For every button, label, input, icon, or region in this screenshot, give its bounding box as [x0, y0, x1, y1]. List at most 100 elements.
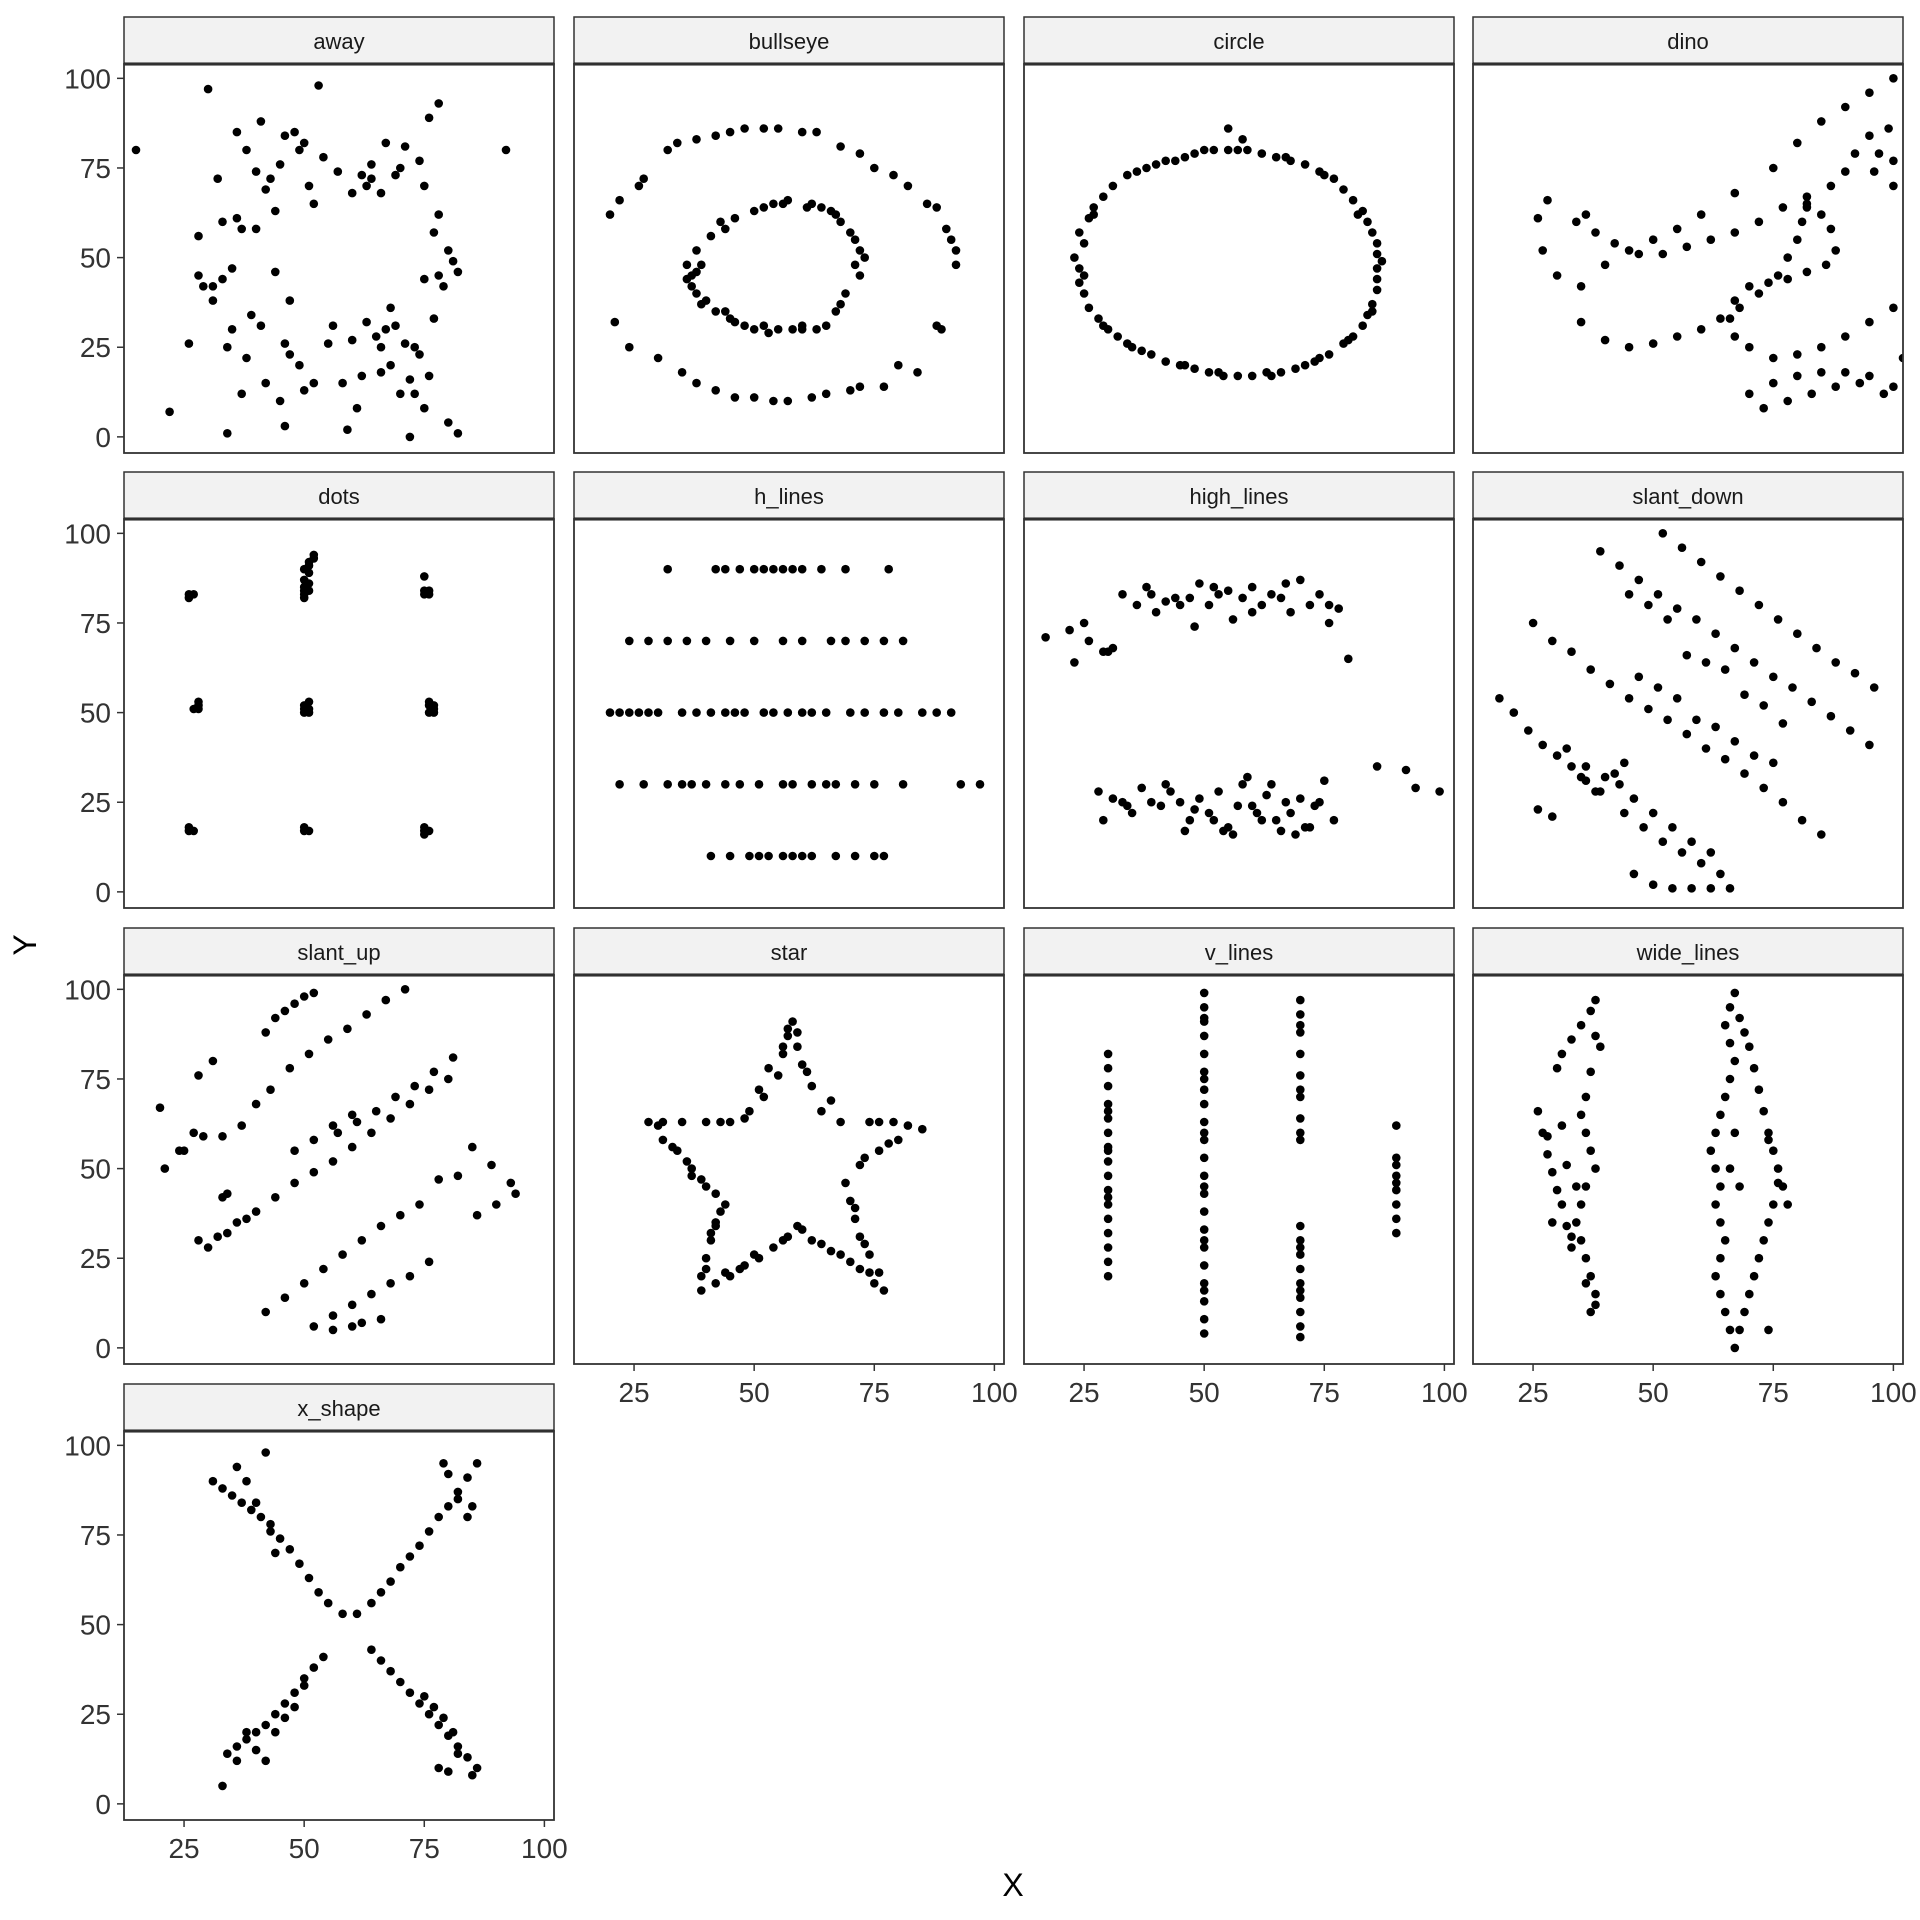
- data-point: [1199, 988, 1209, 998]
- data-point: [759, 203, 769, 212]
- data-point: [903, 181, 913, 191]
- data-point: [793, 1042, 802, 1051]
- data-point: [860, 1153, 869, 1163]
- data-point: [391, 321, 400, 331]
- data-point: [836, 217, 845, 227]
- data-point: [1195, 794, 1204, 803]
- data-point: [1576, 1200, 1586, 1209]
- data-point: [343, 425, 352, 435]
- data-point: [1817, 342, 1826, 352]
- data-point: [420, 572, 429, 581]
- data-point: [773, 325, 783, 334]
- data-point: [328, 1311, 338, 1320]
- data-point: [1596, 547, 1605, 556]
- y-tick-label: 75: [80, 153, 111, 184]
- data-point: [1745, 342, 1754, 352]
- data-point: [1315, 590, 1324, 599]
- data-point: [1865, 740, 1874, 750]
- data-point: [1764, 1135, 1773, 1145]
- data-point: [1745, 282, 1754, 291]
- data-point: [1898, 353, 1903, 363]
- data-point: [1716, 1182, 1725, 1191]
- data-point: [1204, 368, 1214, 377]
- data-point: [1773, 271, 1783, 280]
- data-point: [1716, 1253, 1725, 1263]
- data-point: [769, 708, 778, 717]
- data-point: [879, 851, 889, 861]
- data-point: [352, 403, 362, 413]
- data-point: [1581, 1253, 1591, 1263]
- data-point: [357, 170, 367, 180]
- data-point: [1716, 1218, 1725, 1227]
- data-point: [309, 378, 319, 388]
- data-point: [506, 1178, 516, 1188]
- data-point: [1190, 805, 1199, 814]
- data-point: [309, 1135, 319, 1145]
- data-point: [1079, 618, 1089, 628]
- data-point: [410, 342, 420, 352]
- data-point: [764, 851, 773, 861]
- data-point: [1725, 314, 1735, 323]
- data-point: [1769, 672, 1778, 682]
- data-point: [745, 1106, 754, 1116]
- data-point: [194, 271, 203, 280]
- data-point: [1392, 1121, 1401, 1130]
- data-point: [415, 156, 424, 166]
- data-point: [1831, 246, 1840, 255]
- data-point: [692, 267, 701, 277]
- data-point: [203, 84, 213, 94]
- data-point: [1831, 382, 1840, 392]
- data-point: [271, 1548, 280, 1558]
- data-point: [271, 1709, 280, 1719]
- x-tick-label: 100: [971, 1377, 1018, 1408]
- data-point: [357, 1318, 367, 1328]
- data-point: [1305, 823, 1315, 832]
- panel-border: [1023, 63, 1455, 454]
- data-point: [1247, 371, 1257, 381]
- points-group: [131, 81, 511, 442]
- data-point: [1586, 1146, 1595, 1155]
- points-group: [605, 124, 961, 406]
- data-point: [1754, 1253, 1764, 1263]
- data-point: [304, 1049, 314, 1059]
- data-point: [687, 780, 696, 789]
- data-point: [1103, 1200, 1113, 1209]
- data-point: [468, 1502, 477, 1511]
- data-point: [415, 1541, 424, 1550]
- data-point: [405, 1688, 415, 1697]
- panel-slant_down: slant_down: [1472, 471, 1904, 909]
- data-point: [1749, 1063, 1759, 1073]
- data-point: [1778, 797, 1788, 807]
- data-point: [1620, 758, 1629, 768]
- data-point: [1199, 1207, 1209, 1216]
- data-point: [677, 780, 687, 789]
- data-point: [1725, 884, 1735, 893]
- data-point: [1392, 1153, 1401, 1163]
- data-point: [381, 138, 391, 148]
- data-point: [328, 1157, 338, 1166]
- data-point: [769, 396, 778, 406]
- data-point: [453, 1749, 463, 1758]
- points-group: [1103, 988, 1401, 1342]
- data-point: [1070, 253, 1079, 262]
- data-point: [218, 1193, 227, 1202]
- data-point: [1720, 665, 1730, 674]
- data-point: [1845, 726, 1855, 735]
- data-point: [1821, 260, 1831, 270]
- data-point: [396, 389, 405, 399]
- data-point: [1108, 794, 1118, 803]
- data-point: [352, 1609, 362, 1619]
- data-point: [1296, 1264, 1305, 1274]
- data-point: [1749, 1271, 1759, 1281]
- data-point: [1576, 282, 1586, 291]
- data-point: [1855, 378, 1865, 388]
- data-point: [328, 1325, 338, 1335]
- y-tick-label: 75: [80, 1064, 111, 1095]
- data-point: [299, 138, 309, 148]
- data-point: [1692, 615, 1701, 624]
- data-point: [1281, 152, 1291, 162]
- data-point: [424, 371, 434, 381]
- data-point: [793, 1028, 802, 1037]
- data-point: [821, 389, 831, 399]
- data-point: [439, 1459, 448, 1468]
